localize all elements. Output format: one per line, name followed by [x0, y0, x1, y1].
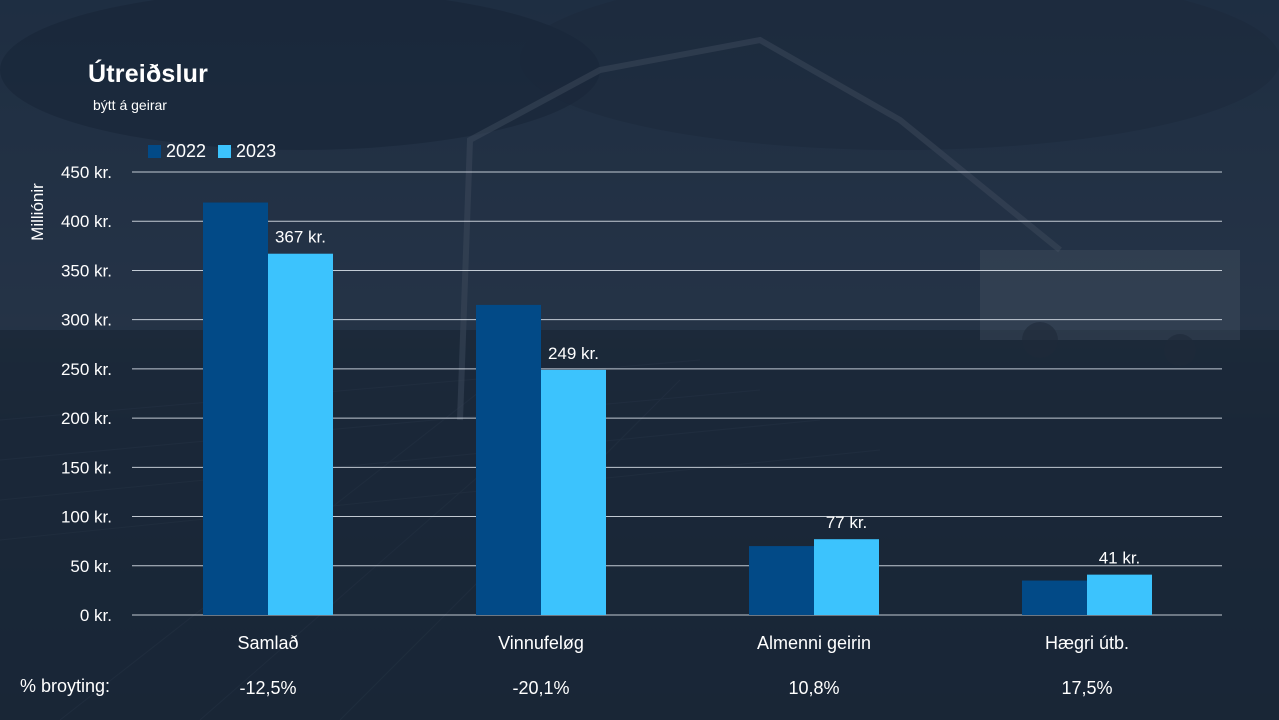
y-tick-label: 200 kr.: [61, 409, 112, 428]
bar-2023: [541, 369, 606, 615]
data-label-2023: 249 kr.: [548, 344, 599, 363]
legend-label-2023: 2023: [236, 141, 277, 161]
legend-label-2022: 2022: [166, 141, 207, 161]
y-tick-label: 50 kr.: [70, 557, 112, 576]
y-tick-label: 300 kr.: [61, 311, 112, 330]
change-value: -20,1%: [512, 678, 569, 698]
legend: 2022 2023: [148, 141, 288, 162]
bar-2022: [1022, 580, 1087, 615]
legend-item-2023: 2023: [218, 141, 276, 162]
legend-swatch-2022: [148, 145, 161, 158]
change-row-label: % broyting:: [20, 676, 111, 696]
bar-2023: [814, 539, 879, 615]
change-value: 10,8%: [788, 678, 839, 698]
data-label-2023: 77 kr.: [826, 513, 868, 532]
change-value: 17,5%: [1061, 678, 1112, 698]
bar-2022: [203, 202, 268, 616]
chart-title: Útreiðslur: [88, 60, 209, 88]
y-tick-label: 150 kr.: [61, 458, 112, 477]
legend-swatch-2023: [218, 145, 232, 158]
x-tick-label: Vinnufeløg: [498, 633, 584, 653]
y-tick-label: 400 kr.: [61, 212, 112, 231]
x-tick-label: Almenni geirin: [757, 633, 871, 653]
y-tick-label: 250 kr.: [61, 360, 112, 379]
y-tick-label: 350 kr.: [61, 261, 112, 280]
x-tick-label: Hægri útb.: [1045, 633, 1129, 653]
bar-2023: [1087, 574, 1152, 615]
chart-subtitle: býtt á geirar: [93, 97, 167, 113]
y-tick-label: 0 kr.: [80, 606, 112, 625]
legend-item-2022: 2022: [148, 141, 206, 162]
y-tick-label: 100 kr.: [61, 508, 112, 527]
bar-2022: [476, 304, 541, 615]
y-axis-label: Milliónir: [28, 183, 47, 241]
bar-2022: [749, 546, 814, 615]
bar-2023: [268, 253, 333, 615]
data-label-2023: 367 kr.: [275, 228, 326, 247]
data-label-2023: 41 kr.: [1099, 549, 1141, 568]
y-tick-label: 450 kr.: [61, 163, 112, 182]
change-value: -12,5%: [239, 678, 296, 698]
x-tick-label: Samlað: [237, 633, 298, 653]
